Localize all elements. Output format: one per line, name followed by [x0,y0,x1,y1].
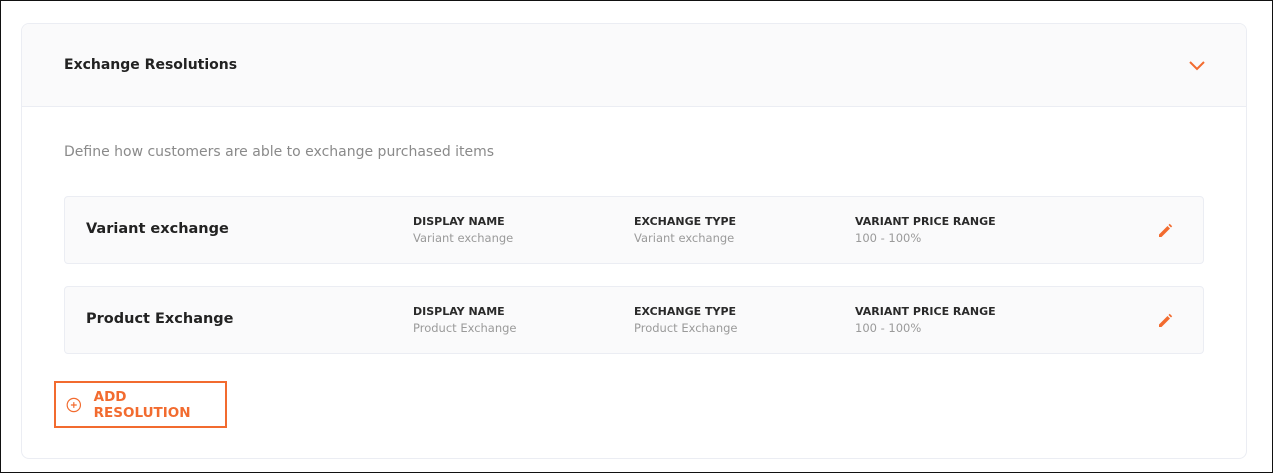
display-name-column: DISPLAY NAME Variant exchange [413,215,513,245]
price-range-column: VARIANT PRICE RANGE 100 - 100% [855,215,996,245]
price-range-column: VARIANT PRICE RANGE 100 - 100% [855,305,996,335]
exchange-type-value: Variant exchange [634,231,735,245]
price-range-value: 100 - 100% [855,231,922,245]
section-title: Exchange Resolutions [64,57,238,73]
resolution-name: Variant exchange [86,221,229,237]
display-name-label: DISPLAY NAME [413,215,505,228]
resolution-row: Product Exchange DISPLAY NAME Product Ex… [64,286,1204,354]
add-resolution-button[interactable]: ADD RESOLUTION [54,381,227,428]
pencil-icon[interactable] [1157,223,1173,239]
resolution-name: Product Exchange [86,311,234,327]
exchange-type-value: Product Exchange [634,321,738,335]
display-name-value: Product Exchange [413,321,517,335]
exchange-type-column: EXCHANGE TYPE Variant exchange [634,215,736,245]
exchange-type-label: EXCHANGE TYPE [634,215,737,228]
add-resolution-label: ADD RESOLUTION [93,388,191,421]
plus-circle-icon [66,397,82,412]
resolution-row: Variant exchange DISPLAY NAME Variant ex… [64,196,1204,264]
section-header[interactable]: Exchange Resolutions [22,24,1246,107]
chevron-down-icon[interactable] [1187,58,1207,72]
price-range-value: 100 - 100% [855,321,922,335]
exchange-type-column: EXCHANGE TYPE Product Exchange [634,305,738,335]
exchange-type-label: EXCHANGE TYPE [634,305,737,318]
price-range-label: VARIANT PRICE RANGE [855,215,996,228]
section-description: Define how customers are able to exchang… [64,144,495,160]
display-name-value: Variant exchange [413,231,514,245]
exchange-resolutions-card: Exchange Resolutions Define how customer… [21,23,1247,459]
display-name-label: DISPLAY NAME [413,305,505,318]
price-range-label: VARIANT PRICE RANGE [855,305,996,318]
display-name-column: DISPLAY NAME Product Exchange [413,305,517,335]
pencil-icon[interactable] [1157,313,1173,329]
